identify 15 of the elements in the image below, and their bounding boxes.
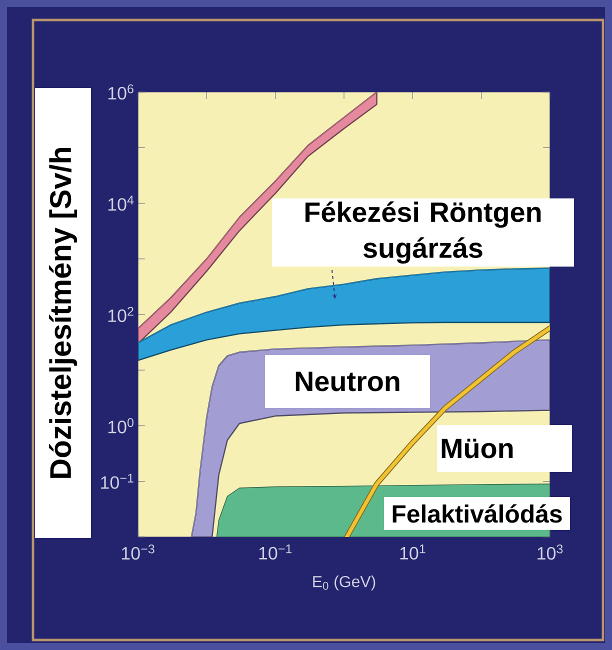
x-tick-label: 10$^{1}$ [400,544,426,560]
y-tick-label: 10$^{2}$ [108,306,134,322]
series-label: Neutron [296,372,400,392]
y-tick-label: 10$^{4}$ [108,196,134,211]
y-axis-title: Dózisteljesítmény [Sv/h [48,148,78,478]
x-tick-label: 10$^{−3}$ [122,544,154,560]
x-tick-label: 10$^{3}$ [538,544,563,560]
series-label: Felaktiválódás [392,504,562,523]
series-label: Müon [442,438,513,458]
x-axis-title: E$_{0}$ (GeV) [313,576,376,590]
series-label: Fékezési Röntgen sugárzás [306,201,541,264]
y-tick-label: 10$^{0}$ [108,418,134,434]
y-tick-label: 10$^{6}$ [108,84,134,100]
x-tick-label: 10$^{−1}$ [259,544,292,560]
y-tick-label: 10$^{−1}$ [101,474,134,489]
